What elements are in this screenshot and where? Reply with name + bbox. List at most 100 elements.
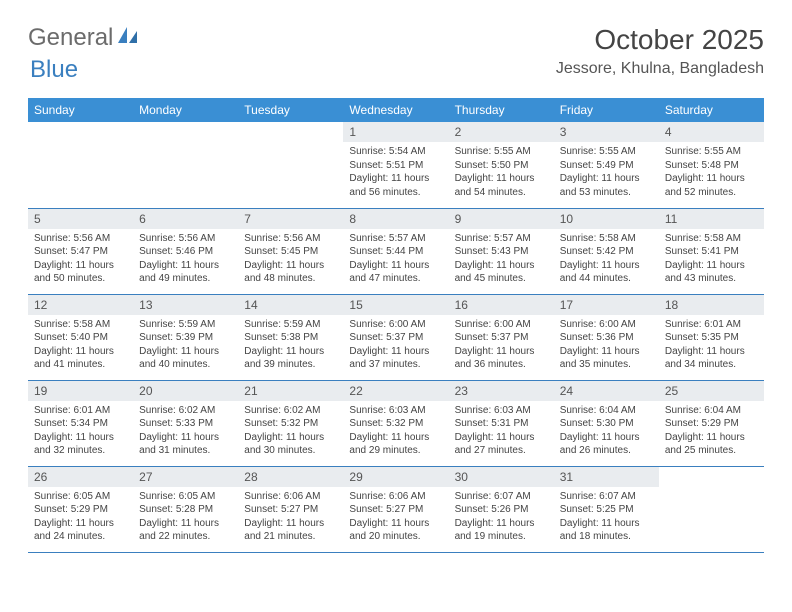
sunrise-line: Sunrise: 6:02 AM [139,404,232,418]
daylight-line: Daylight: 11 hours and 44 minutes. [560,259,653,286]
location: Jessore, Khulna, Bangladesh [556,60,764,78]
sunrise-line: Sunrise: 5:55 AM [560,145,653,159]
day-number: 1 [343,122,448,142]
sunrise-line: Sunrise: 5:56 AM [244,232,337,246]
page: General October 2025 Jessore, Khulna, Ba… [0,0,792,577]
cell-body: Sunrise: 6:01 AMSunset: 5:35 PMDaylight:… [659,315,764,376]
calendar-cell: 2Sunrise: 5:55 AMSunset: 5:50 PMDaylight… [449,122,554,208]
daylight-line: Daylight: 11 hours and 35 minutes. [560,345,653,372]
day-header: Friday [554,98,659,122]
sunrise-line: Sunrise: 6:03 AM [349,404,442,418]
sunrise-line: Sunrise: 5:56 AM [139,232,232,246]
sunrise-line: Sunrise: 6:06 AM [244,490,337,504]
sunset-line: Sunset: 5:41 PM [665,245,758,259]
calendar-cell: 17Sunrise: 6:00 AMSunset: 5:36 PMDayligh… [554,294,659,380]
sunrise-line: Sunrise: 6:05 AM [139,490,232,504]
sunset-line: Sunset: 5:29 PM [34,503,127,517]
calendar-cell: 31Sunrise: 6:07 AMSunset: 5:25 PMDayligh… [554,466,659,552]
daylight-line: Daylight: 11 hours and 24 minutes. [34,517,127,544]
sunrise-line: Sunrise: 5:59 AM [139,318,232,332]
sunset-line: Sunset: 5:32 PM [244,417,337,431]
cell-body: Sunrise: 6:05 AMSunset: 5:28 PMDaylight:… [133,487,238,548]
logo-sail-icon [117,24,139,52]
day-number: 8 [343,209,448,229]
calendar-cell: 30Sunrise: 6:07 AMSunset: 5:26 PMDayligh… [449,466,554,552]
day-number: 12 [28,295,133,315]
sunrise-line: Sunrise: 6:07 AM [560,490,653,504]
sunrise-line: Sunrise: 5:58 AM [560,232,653,246]
sunset-line: Sunset: 5:46 PM [139,245,232,259]
calendar-cell: 11Sunrise: 5:58 AMSunset: 5:41 PMDayligh… [659,208,764,294]
calendar-cell: 7Sunrise: 5:56 AMSunset: 5:45 PMDaylight… [238,208,343,294]
day-number: 2 [449,122,554,142]
calendar-table: SundayMondayTuesdayWednesdayThursdayFrid… [28,98,764,553]
calendar-week: 1Sunrise: 5:54 AMSunset: 5:51 PMDaylight… [28,122,764,208]
calendar-cell: 23Sunrise: 6:03 AMSunset: 5:31 PMDayligh… [449,380,554,466]
sunset-line: Sunset: 5:39 PM [139,331,232,345]
calendar-head: SundayMondayTuesdayWednesdayThursdayFrid… [28,98,764,122]
sunrise-line: Sunrise: 5:58 AM [665,232,758,246]
daylight-line: Daylight: 11 hours and 34 minutes. [665,345,758,372]
day-number: 14 [238,295,343,315]
daylight-line: Daylight: 11 hours and 29 minutes. [349,431,442,458]
calendar-week: 12Sunrise: 5:58 AMSunset: 5:40 PMDayligh… [28,294,764,380]
cell-body: Sunrise: 5:56 AMSunset: 5:45 PMDaylight:… [238,229,343,290]
calendar-cell: 3Sunrise: 5:55 AMSunset: 5:49 PMDaylight… [554,122,659,208]
daylight-line: Daylight: 11 hours and 37 minutes. [349,345,442,372]
sunset-line: Sunset: 5:25 PM [560,503,653,517]
calendar-cell [238,122,343,208]
daylight-line: Daylight: 11 hours and 47 minutes. [349,259,442,286]
day-number: 28 [238,467,343,487]
sunset-line: Sunset: 5:47 PM [34,245,127,259]
day-number: 7 [238,209,343,229]
cell-body: Sunrise: 6:06 AMSunset: 5:27 PMDaylight:… [238,487,343,548]
day-number: 4 [659,122,764,142]
day-number: 6 [133,209,238,229]
day-number: 9 [449,209,554,229]
day-header: Sunday [28,98,133,122]
daylight-line: Daylight: 11 hours and 22 minutes. [139,517,232,544]
day-number: 25 [659,381,764,401]
sunset-line: Sunset: 5:51 PM [349,159,442,173]
sunrise-line: Sunrise: 6:06 AM [349,490,442,504]
calendar-cell: 14Sunrise: 5:59 AMSunset: 5:38 PMDayligh… [238,294,343,380]
month-title: October 2025 [556,24,764,56]
daylight-line: Daylight: 11 hours and 49 minutes. [139,259,232,286]
calendar-cell: 21Sunrise: 6:02 AMSunset: 5:32 PMDayligh… [238,380,343,466]
cell-body: Sunrise: 6:04 AMSunset: 5:30 PMDaylight:… [554,401,659,462]
cell-body: Sunrise: 5:58 AMSunset: 5:41 PMDaylight:… [659,229,764,290]
sunset-line: Sunset: 5:38 PM [244,331,337,345]
daylight-line: Daylight: 11 hours and 31 minutes. [139,431,232,458]
sunset-line: Sunset: 5:30 PM [560,417,653,431]
cell-body: Sunrise: 6:03 AMSunset: 5:31 PMDaylight:… [449,401,554,462]
daylight-line: Daylight: 11 hours and 27 minutes. [455,431,548,458]
cell-body: Sunrise: 5:58 AMSunset: 5:40 PMDaylight:… [28,315,133,376]
calendar-cell: 4Sunrise: 5:55 AMSunset: 5:48 PMDaylight… [659,122,764,208]
sunrise-line: Sunrise: 6:00 AM [349,318,442,332]
cell-body: Sunrise: 6:01 AMSunset: 5:34 PMDaylight:… [28,401,133,462]
cell-body: Sunrise: 6:07 AMSunset: 5:26 PMDaylight:… [449,487,554,548]
cell-body: Sunrise: 5:55 AMSunset: 5:50 PMDaylight:… [449,142,554,203]
daylight-line: Daylight: 11 hours and 43 minutes. [665,259,758,286]
cell-body: Sunrise: 5:57 AMSunset: 5:43 PMDaylight:… [449,229,554,290]
sunrise-line: Sunrise: 6:07 AM [455,490,548,504]
day-number: 29 [343,467,448,487]
calendar-cell [659,466,764,552]
daylight-line: Daylight: 11 hours and 39 minutes. [244,345,337,372]
sunset-line: Sunset: 5:37 PM [349,331,442,345]
sunset-line: Sunset: 5:34 PM [34,417,127,431]
day-number: 22 [343,381,448,401]
day-number: 18 [659,295,764,315]
sunset-line: Sunset: 5:45 PM [244,245,337,259]
cell-body: Sunrise: 6:00 AMSunset: 5:36 PMDaylight:… [554,315,659,376]
sunrise-line: Sunrise: 6:01 AM [665,318,758,332]
sunset-line: Sunset: 5:49 PM [560,159,653,173]
cell-body: Sunrise: 5:59 AMSunset: 5:39 PMDaylight:… [133,315,238,376]
calendar-week: 19Sunrise: 6:01 AMSunset: 5:34 PMDayligh… [28,380,764,466]
sunrise-line: Sunrise: 6:04 AM [560,404,653,418]
daylight-line: Daylight: 11 hours and 25 minutes. [665,431,758,458]
sunset-line: Sunset: 5:42 PM [560,245,653,259]
title-block: October 2025 Jessore, Khulna, Bangladesh [556,24,764,78]
calendar-cell: 29Sunrise: 6:06 AMSunset: 5:27 PMDayligh… [343,466,448,552]
sunset-line: Sunset: 5:27 PM [244,503,337,517]
